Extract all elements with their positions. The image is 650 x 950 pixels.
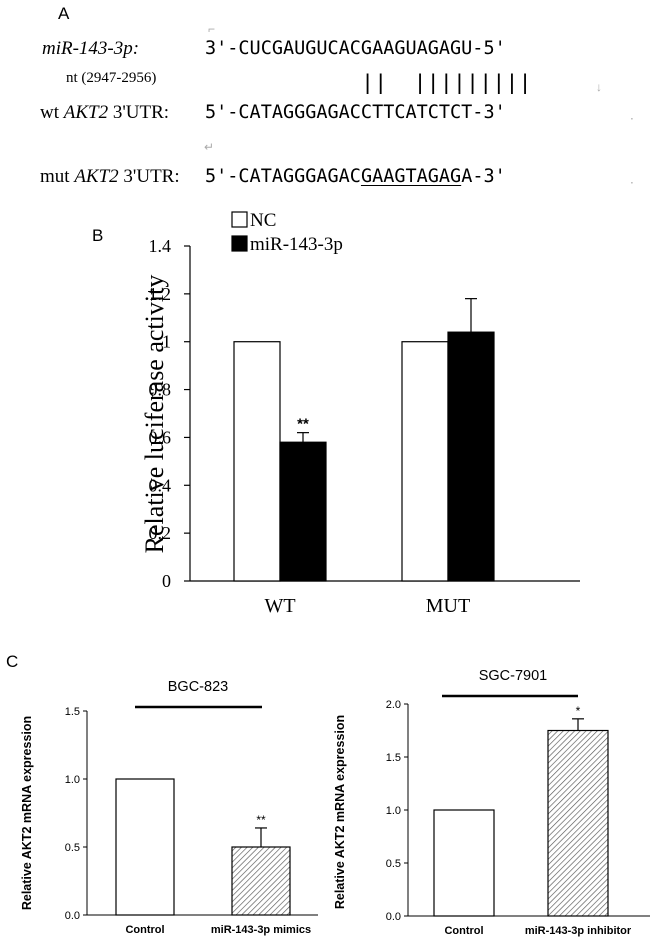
significance-marker: **: [297, 416, 309, 433]
y-tick-label: 0.5: [386, 858, 401, 870]
nt-position-label: nt (2947-2956): [66, 70, 157, 86]
y-tick-label: 0.6: [149, 427, 172, 447]
panel-b-letter: B: [92, 226, 104, 245]
legend-label-mir143: miR-143-3p: [250, 234, 343, 255]
wt-gene-name: AKT2: [63, 102, 109, 123]
panel-c-letter: C: [6, 652, 19, 671]
chart-b: 0 0.2 0.4 0.6 0.8 1 1.2 1.4 Relative luciferase …: [140, 210, 580, 617]
base-pairing-lines: || |||||||||: [361, 70, 532, 94]
x-tick-label: WT: [264, 595, 295, 617]
y-tick-label: 0.8: [149, 380, 172, 400]
chart-c-right: 0.0 0.5 1.0 1.5 2.0 Relative AKT2 mRNA expres…: [333, 668, 650, 937]
mut-utr-label: mut AKT2 3'UTR:: [40, 166, 180, 187]
significance-marker: *: [576, 704, 581, 718]
bar-nc-mut: [401, 341, 449, 582]
panel-a-letter: A: [58, 4, 70, 23]
legend-label-nc: NC: [250, 210, 276, 231]
edit-mark: ⌐: [208, 22, 216, 36]
bar-nc-wt: [233, 341, 281, 582]
x-tick-label: Control: [444, 925, 483, 937]
bar-control: [115, 778, 175, 916]
bar-treatment: [231, 846, 291, 916]
y-tick-label: 1: [162, 332, 171, 352]
mut-gene-name: AKT2: [74, 166, 119, 187]
significance-marker: **: [256, 813, 266, 827]
x-tick-label: miR-143-3p mimics: [211, 924, 311, 936]
edit-mark: ↵: [204, 140, 215, 154]
mut-seq-start: 5'-CATAGGGAGAC: [205, 166, 361, 187]
edit-mark: ↓: [596, 80, 602, 94]
y-axis-title: Relative AKT2 mRNA expression: [333, 715, 347, 909]
y-axis-title: Relative AKT2 mRNA expression: [20, 716, 34, 910]
y-tick-label: 1.5: [65, 706, 80, 718]
y-axis-title: Relative luciferase activity: [140, 275, 169, 554]
y-tick-label: 2.0: [386, 699, 401, 711]
y-tick-label: 0.5: [65, 842, 80, 854]
y-tick-label: 0.4: [149, 475, 172, 495]
x-tick-label: MUT: [426, 595, 470, 617]
x-tick-label: Control: [125, 924, 164, 936]
wt-utr-sequence: 5'-CATAGGGAGACCTTCATCTCT-3': [205, 102, 506, 123]
y-tick-label: 0: [162, 571, 171, 591]
y-tick-label: 1.5: [386, 752, 401, 764]
legend-swatch-nc: [231, 211, 248, 228]
bar-mir143-wt: [279, 441, 327, 582]
mut-seq-mutated: GAAGTAGAG: [360, 166, 462, 187]
chart-title: BGC-823: [168, 679, 228, 695]
mut-seq-end: A-3': [461, 166, 506, 187]
mut-utr-sequence: 5'-CATAGGGAGACGAAGTAGAGA-3': [205, 166, 506, 187]
y-tick-label: 0.0: [386, 911, 401, 923]
x-tick-label: miR-143-3p inhibitor: [525, 925, 632, 937]
bar-mir143-mut: [447, 331, 495, 582]
mirna-sequence: 3'-CUCGAUGUCACGAAGUAGAGU-5': [205, 38, 506, 59]
edit-mark: ⋅: [630, 176, 634, 190]
bar-control: [433, 809, 495, 917]
bar-treatment: [547, 729, 609, 917]
y-tick-label: 0.0: [65, 910, 80, 922]
wt-utr-label: wt AKT2 3'UTR:: [40, 102, 170, 123]
y-tick-label: 1.0: [386, 805, 401, 817]
y-tick-label: 1.4: [149, 236, 172, 256]
legend-swatch-mir143: [231, 235, 248, 252]
y-tick-label: 0.2: [149, 523, 172, 543]
chart-title: SGC-7901: [479, 668, 548, 684]
chart-c-left: 0.0 0.5 1.0 1.5 Relative AKT2 mRNA expressio…: [20, 679, 318, 936]
y-tick-label: 1.0: [65, 774, 80, 786]
edit-mark: ⋅: [630, 112, 634, 126]
y-tick-label: 1.2: [149, 284, 172, 304]
mirna-label: miR-143-3p:: [42, 38, 140, 59]
